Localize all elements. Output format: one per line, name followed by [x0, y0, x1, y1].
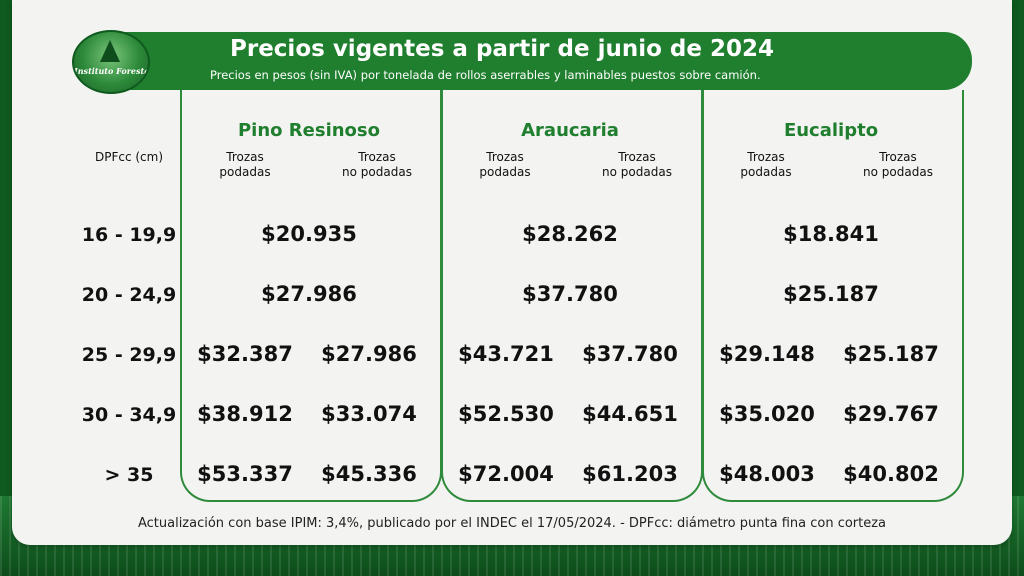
price-merged: $18.841: [783, 222, 879, 246]
price-no-podadas: $33.074: [321, 402, 417, 426]
price-merged: $28.262: [522, 222, 618, 246]
subheader-no-podadas: Trozas no podadas: [838, 150, 958, 180]
subheader-no-podadas: Trozas no podadas: [577, 150, 697, 180]
tree-icon: [100, 40, 120, 62]
price-podadas: $48.003: [719, 462, 815, 486]
panel-eucalipto: [702, 90, 964, 502]
row-label: 30 - 34,9: [81, 404, 177, 426]
price-podadas: $32.387: [197, 342, 293, 366]
subheader-no-podadas-line1: Trozas: [618, 150, 656, 164]
subheader-no-podadas-line2: no podadas: [342, 165, 412, 179]
page-subtitle: Precios en pesos (sin IVA) por tonelada …: [210, 68, 761, 82]
subheader-no-podadas-line2: no podadas: [863, 165, 933, 179]
footer-note: Actualización con base IPIM: 3,4%, publi…: [137, 516, 887, 531]
subheader-no-podadas-line2: no podadas: [602, 165, 672, 179]
subheader-podadas: Trozas podadas: [711, 150, 821, 180]
subheader-podadas-line2: podadas: [479, 165, 531, 179]
price-no-podadas: $25.187: [843, 342, 939, 366]
dpf-column-header: DPFcc (cm): [94, 150, 164, 164]
species-title: Araucaria: [521, 120, 619, 141]
row-label: 20 - 24,9: [81, 284, 177, 306]
header-banner: Precios vigentes a partir de junio de 20…: [102, 32, 972, 90]
price-podadas: $72.004: [458, 462, 554, 486]
subheader-no-podadas-line1: Trozas: [879, 150, 917, 164]
price-no-podadas: $61.203: [582, 462, 678, 486]
price-podadas: $53.337: [197, 462, 293, 486]
price-no-podadas: $27.986: [321, 342, 417, 366]
price-podadas: $52.530: [458, 402, 554, 426]
subheader-podadas: Trozas podadas: [450, 150, 560, 180]
subheader-podadas-line2: podadas: [740, 165, 792, 179]
price-podadas: $29.148: [719, 342, 815, 366]
price-card: Precios vigentes a partir de junio de 20…: [12, 0, 1012, 545]
row-label: > 35: [104, 464, 154, 486]
price-merged: $20.935: [261, 222, 357, 246]
subheader-podadas-line2: podadas: [219, 165, 271, 179]
instituto-forestal-logo: Instituto Forestal: [72, 30, 150, 94]
price-no-podadas: $37.780: [582, 342, 678, 366]
price-podadas: $43.721: [458, 342, 554, 366]
price-no-podadas: $29.767: [843, 402, 939, 426]
row-label: 25 - 29,9: [81, 344, 177, 366]
logo-text: Instituto Forestal: [74, 66, 150, 76]
price-no-podadas: $44.651: [582, 402, 678, 426]
price-merged: $37.780: [522, 282, 618, 306]
subheader-podadas-line1: Trozas: [226, 150, 264, 164]
subheader-podadas: Trozas podadas: [190, 150, 300, 180]
price-no-podadas: $40.802: [843, 462, 939, 486]
price-podadas: $35.020: [719, 402, 815, 426]
price-no-podadas: $45.336: [321, 462, 417, 486]
subheader-no-podadas-line1: Trozas: [358, 150, 396, 164]
subheader-podadas-line1: Trozas: [747, 150, 785, 164]
subheader-podadas-line1: Trozas: [486, 150, 524, 164]
price-podadas: $38.912: [197, 402, 293, 426]
species-title: Pino Resinoso: [237, 120, 381, 141]
species-title: Eucalipto: [783, 120, 879, 141]
page-title: Precios vigentes a partir de junio de 20…: [230, 36, 774, 62]
row-label: 16 - 19,9: [81, 224, 177, 246]
price-merged: $27.986: [261, 282, 357, 306]
price-merged: $25.187: [783, 282, 879, 306]
subheader-no-podadas: Trozas no podadas: [317, 150, 437, 180]
